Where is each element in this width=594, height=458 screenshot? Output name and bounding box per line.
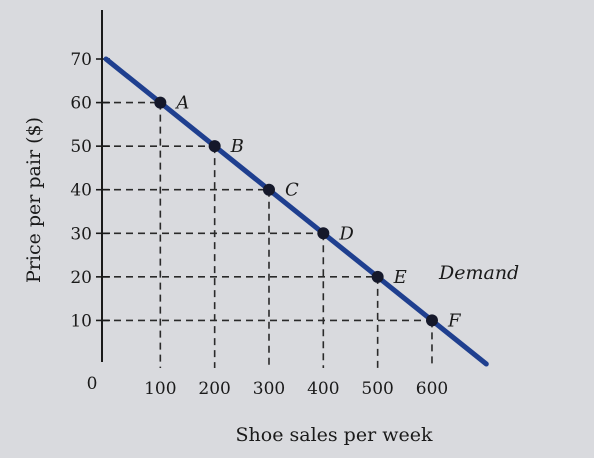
y-tick-label-60: 60	[70, 94, 92, 114]
y-tick-label-70: 70	[70, 50, 92, 70]
data-point-d	[317, 227, 330, 240]
point-label-b: B	[230, 136, 244, 157]
point-label-d: D	[338, 223, 354, 244]
point-label-e: E	[393, 267, 407, 288]
x-tick-label-100: 100	[144, 379, 176, 399]
data-point-f	[425, 314, 438, 327]
guide-lines	[102, 101, 433, 368]
x-tick-label-500: 500	[361, 379, 393, 399]
data-point-c	[262, 183, 275, 196]
data-points	[154, 96, 438, 327]
series-label-demand: Demand	[438, 262, 519, 284]
y-tick-label-10: 10	[70, 311, 92, 331]
x-tick-label-400: 400	[307, 379, 339, 399]
y-tick-label-50: 50	[70, 137, 92, 157]
x-tick-label-300: 300	[253, 379, 285, 399]
x-ticks: 100 200 300 400 500 600	[144, 379, 448, 399]
demand-line	[103, 56, 489, 367]
point-label-a: A	[174, 93, 189, 114]
y-tick-label-30: 30	[70, 224, 92, 244]
y-axis-title: Price per pair ($)	[23, 117, 45, 283]
y-tick-label-40: 40	[70, 181, 92, 201]
y-tick-label-20: 20	[70, 268, 92, 288]
data-point-b	[208, 140, 221, 153]
data-point-e	[371, 270, 384, 283]
x-tick-label-200: 200	[198, 379, 230, 399]
point-label-c: C	[285, 180, 299, 201]
data-point-a	[154, 96, 167, 109]
x-tick-label-600: 600	[416, 379, 448, 399]
origin-label: 0	[87, 374, 98, 394]
y-ticks: 10 20 30 40 50 60 70	[70, 50, 110, 331]
x-axis-title: Shoe sales per week	[236, 424, 433, 446]
point-label-f: F	[447, 310, 462, 331]
point-labels: A B C D E F	[174, 93, 462, 332]
